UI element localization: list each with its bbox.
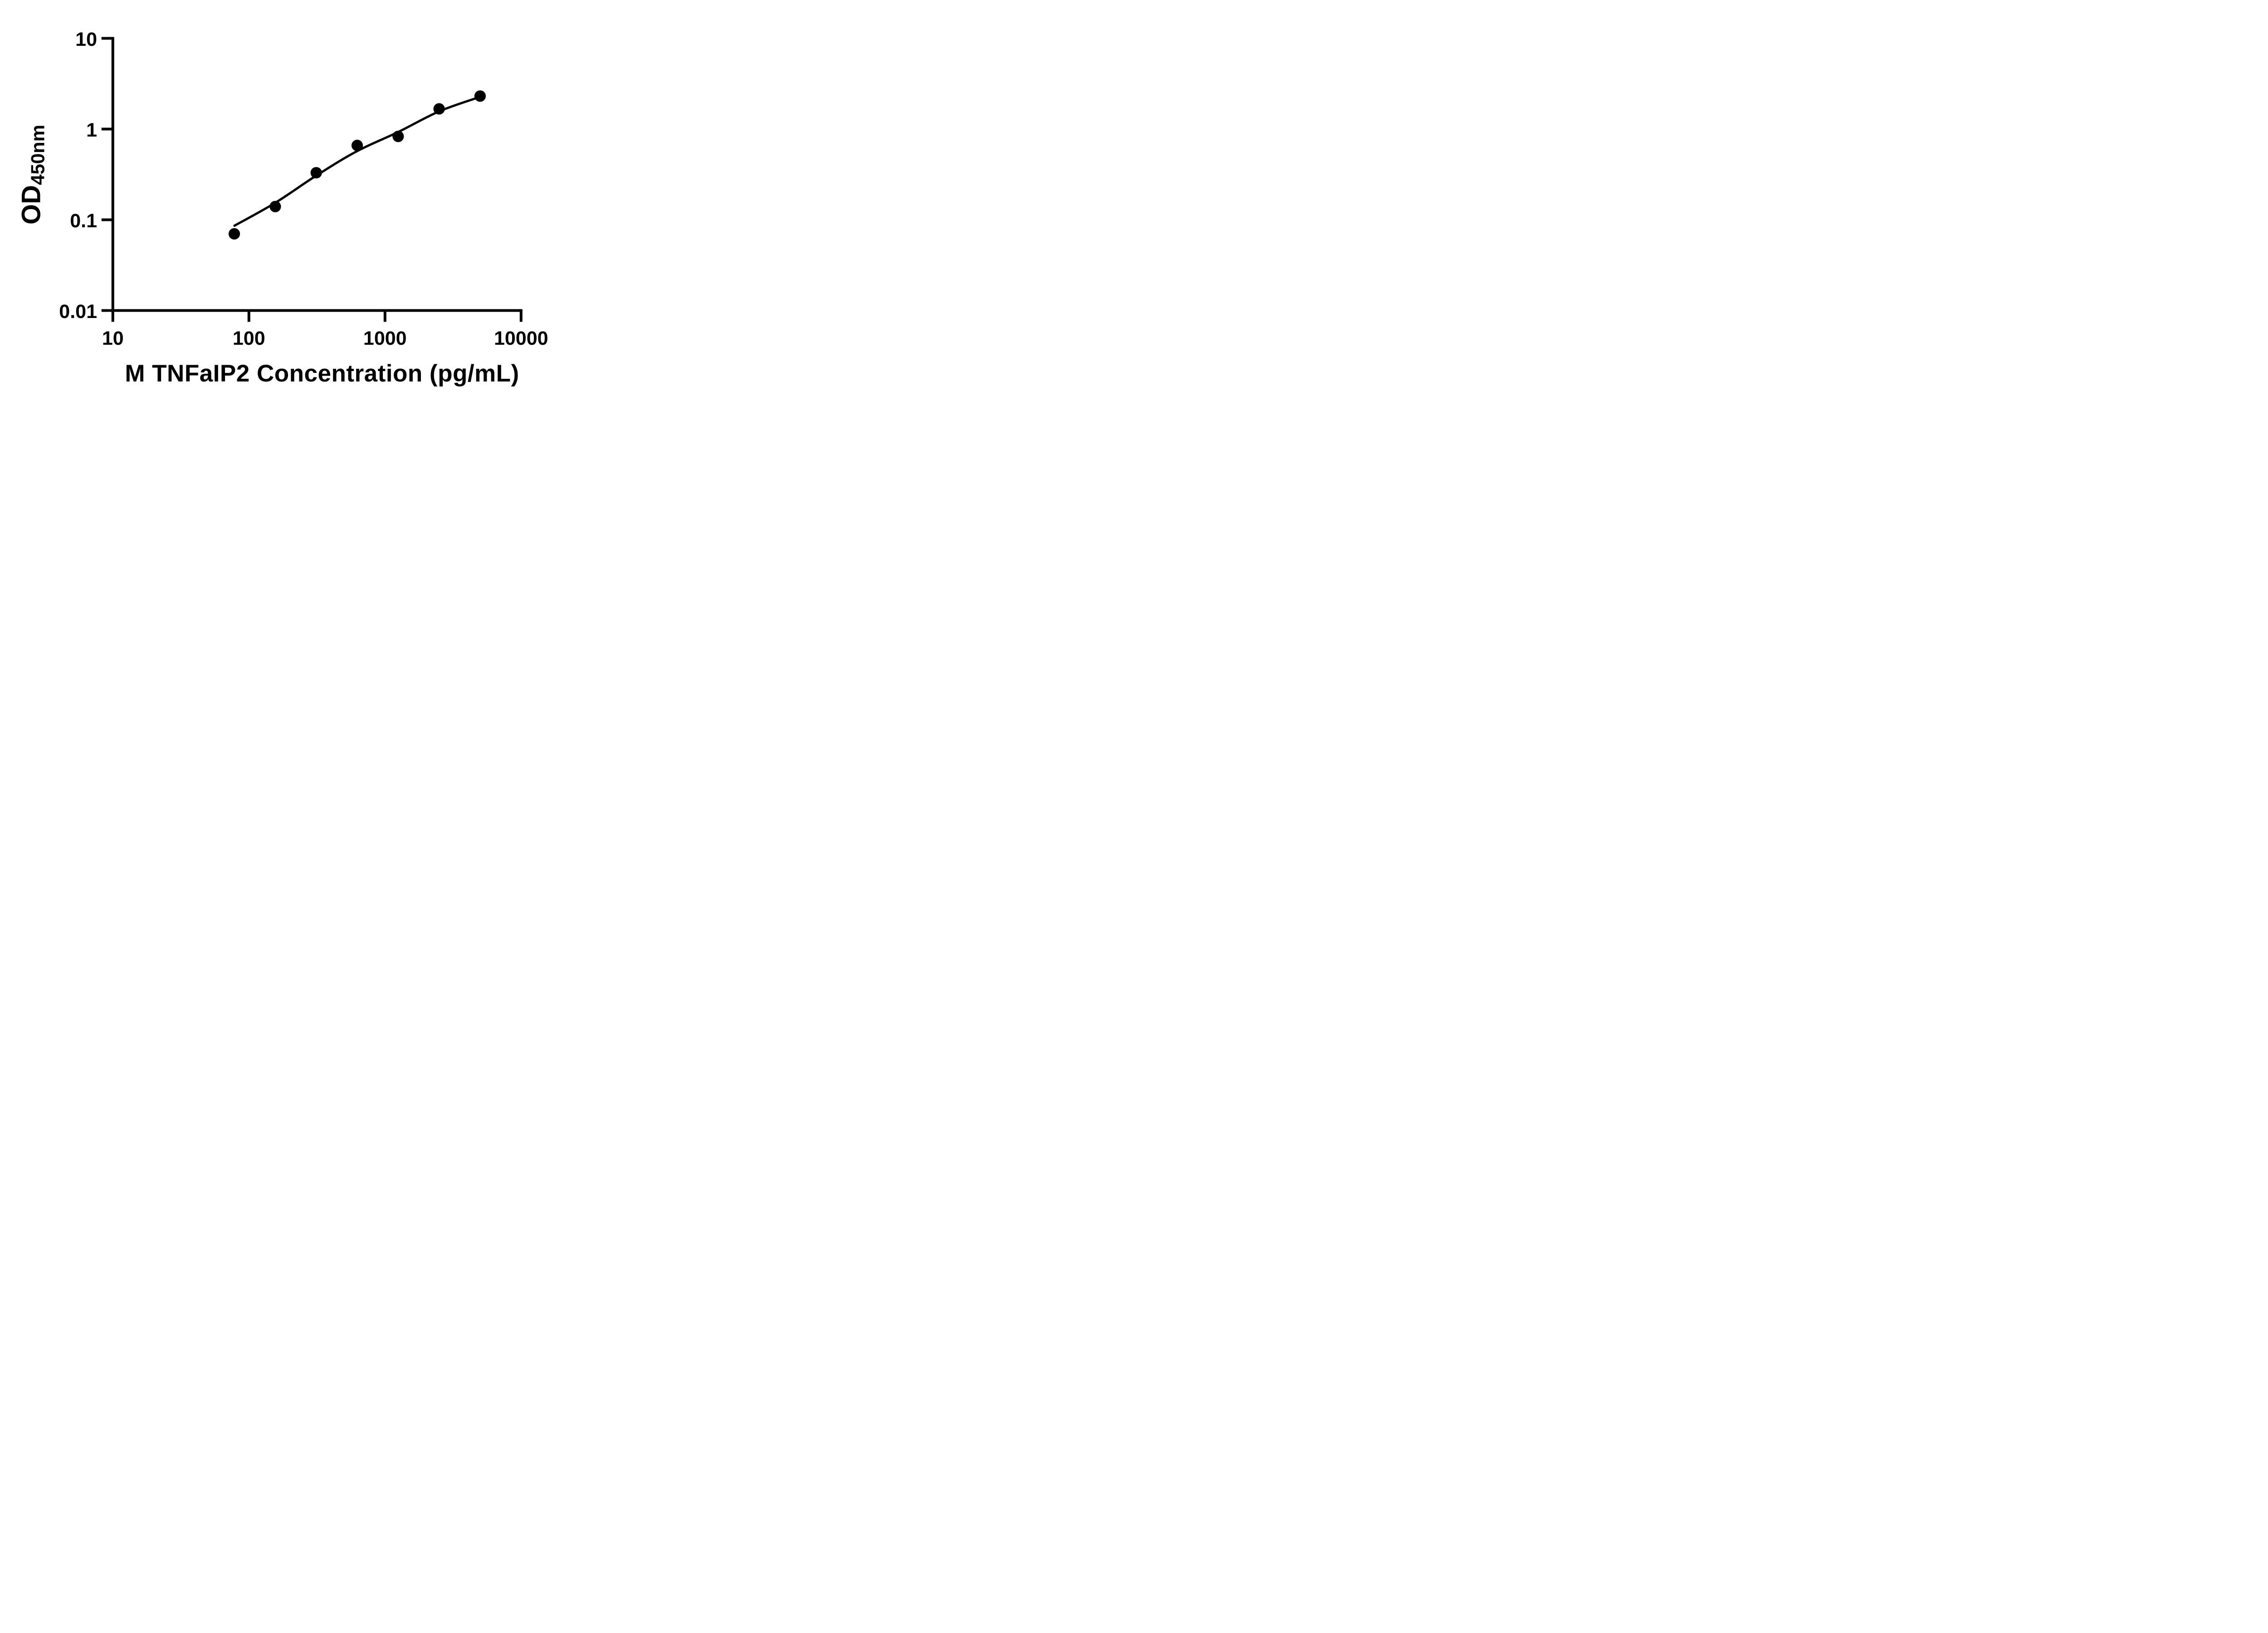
y-axis-title-main: OD	[16, 185, 46, 225]
elisa-standard-curve-figure: 10 1 0.1 0.01 10 100 1000 10000 M TNFaIP2 Conce…	[0, 0, 583, 408]
ticks-group	[101, 37, 523, 322]
y-tick-label: 10	[75, 29, 97, 50]
y-tick-label: 1	[86, 119, 97, 141]
data-point-marker	[228, 228, 240, 240]
x-axis-title: M TNFaIP2 Concentration (pg/mL)	[125, 360, 519, 387]
y-tick-label: 0.1	[70, 210, 97, 232]
data-point-marker	[310, 167, 322, 179]
data-point-marker	[392, 131, 404, 142]
y-tick-label: 0.01	[59, 301, 97, 323]
y-axis-title: OD450nm	[16, 124, 49, 225]
data-point-marker	[351, 140, 363, 152]
axes-group	[111, 37, 523, 312]
data-point-marker	[474, 90, 486, 102]
x-tick-label: 10000	[494, 328, 548, 349]
x-tick-label: 1000	[363, 328, 407, 349]
y-axis-title-subscript: 450nm	[27, 124, 49, 186]
x-tick-label: 10	[102, 328, 124, 349]
data-points-group	[228, 90, 486, 240]
x-tick-label: 100	[233, 328, 265, 349]
data-point-marker	[269, 200, 281, 212]
data-point-marker	[433, 103, 445, 115]
